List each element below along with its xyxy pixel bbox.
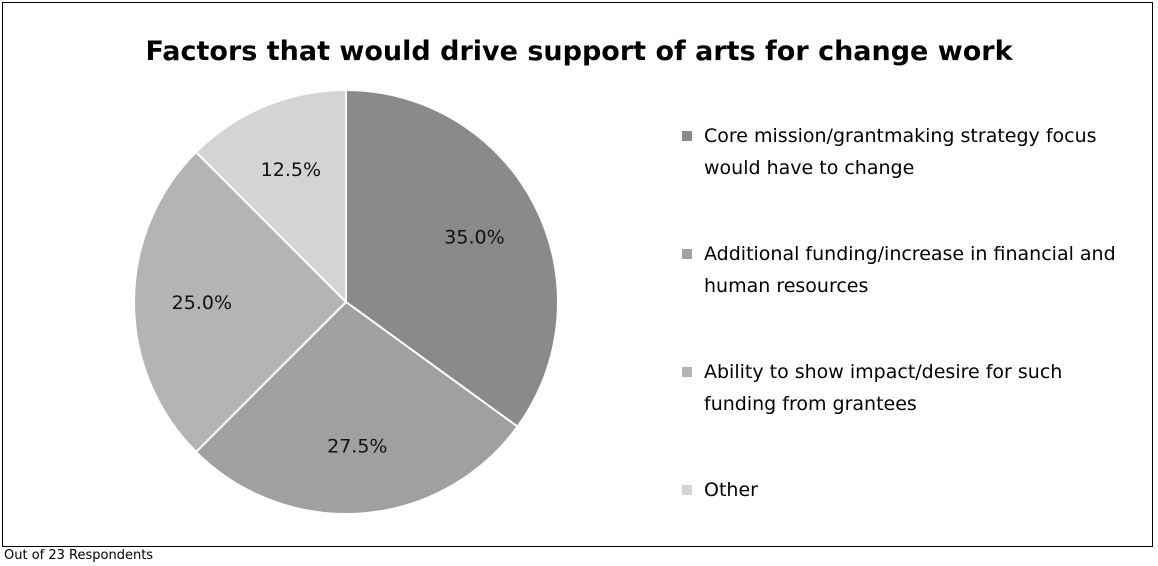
slice-value-label: 35.0% <box>444 227 504 249</box>
slice-value-label: 12.5% <box>261 159 321 181</box>
legend-label: Other <box>704 479 758 501</box>
legend-label: Core mission/grantmaking strategy focus … <box>704 125 1097 179</box>
legend-label: Ability to show impact/desire for such f… <box>704 361 1063 415</box>
chart-frame <box>2 2 1153 547</box>
legend-item-ability-to-show-impact: Ability to show impact/desire for such f… <box>682 356 1134 420</box>
pie-slices <box>132 88 559 515</box>
pie-labels: 35.0% 27.5% 25.0% 12.5% <box>172 159 505 458</box>
legend-label: Additional funding/increase in financial… <box>704 243 1116 297</box>
legend-swatch <box>682 485 692 495</box>
legend-item-additional-funding: Additional funding/increase in financial… <box>682 238 1134 302</box>
legend-item-core-mission: Core mission/grantmaking strategy focus … <box>682 120 1134 184</box>
chart-title: Factors that would drive support of arts… <box>145 36 1013 67</box>
slice-value-label: 27.5% <box>327 436 387 458</box>
legend-swatch <box>682 249 692 259</box>
slice-value-label: 25.0% <box>172 292 232 314</box>
legend-swatch <box>682 367 692 377</box>
respondents-footnote: Out of 23 Respondents <box>4 548 154 563</box>
legend-item-other: Other <box>682 474 1134 506</box>
pie-outline <box>133 89 559 515</box>
legend-swatch <box>682 131 692 141</box>
